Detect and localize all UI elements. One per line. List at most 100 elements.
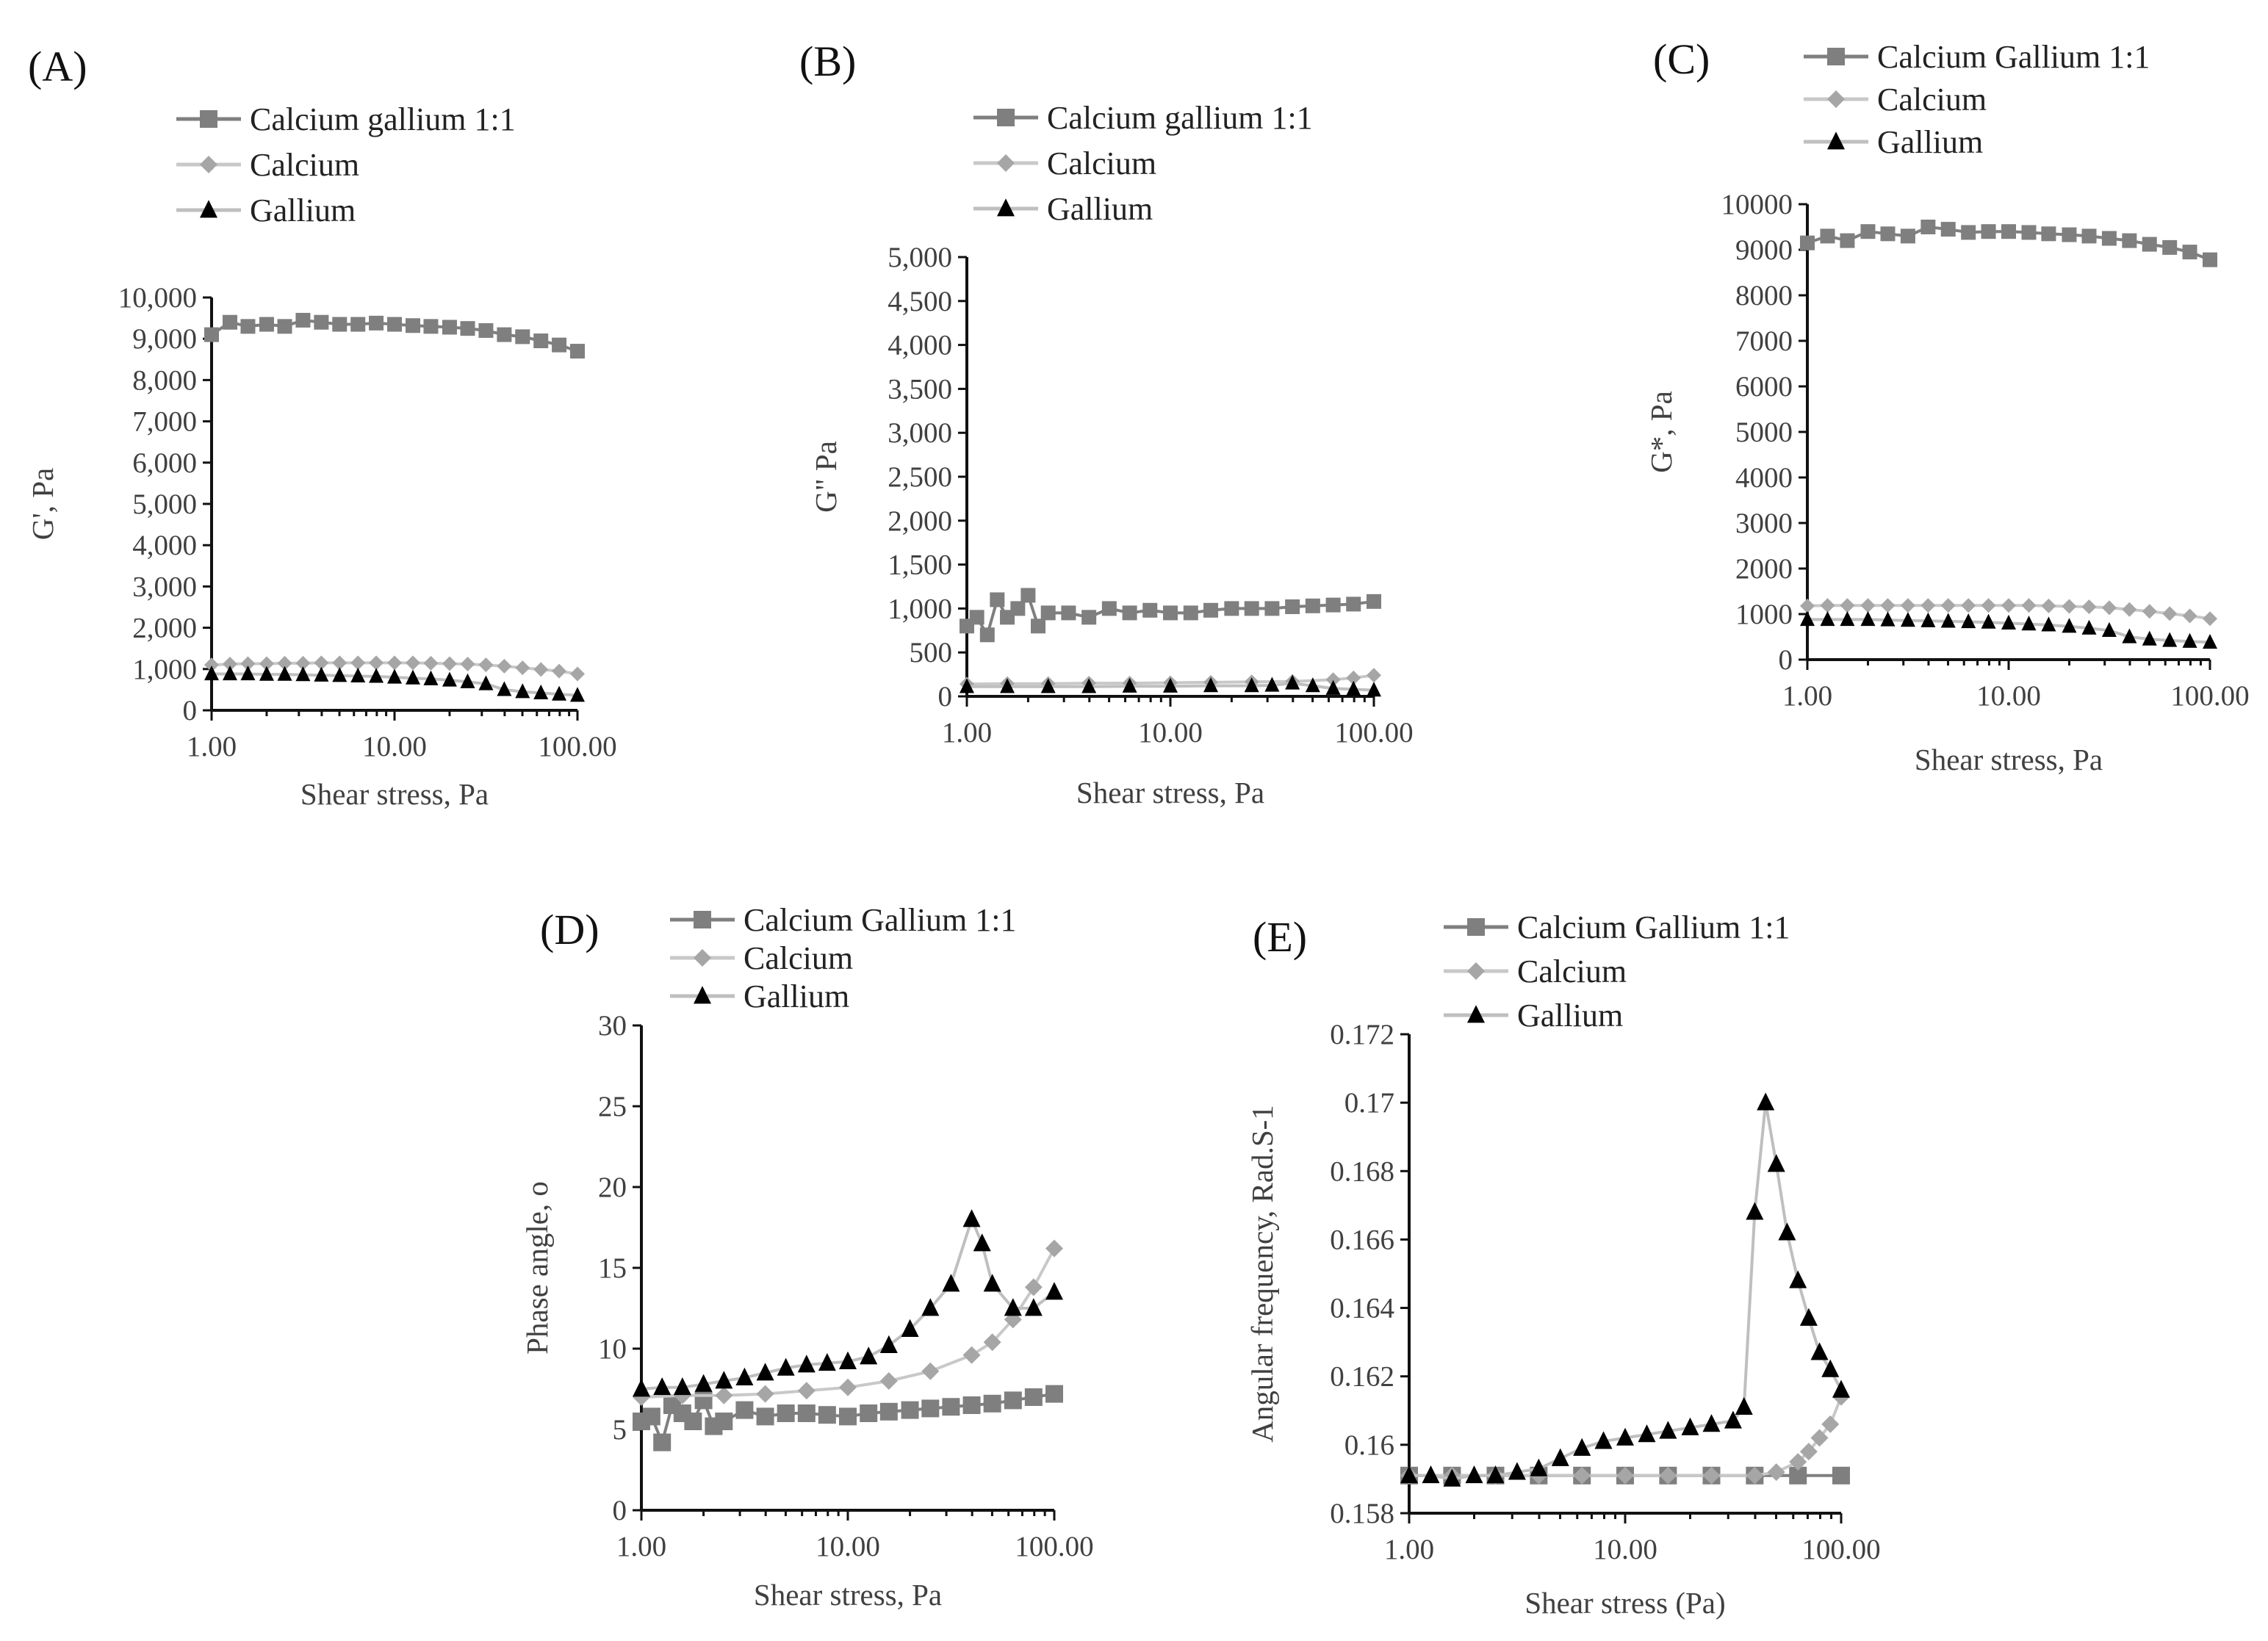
data-point <box>240 666 256 681</box>
legend: Calcium Gallium 1:1 Calcium Gallium <box>1444 909 1790 1034</box>
legend-marker <box>997 198 1015 217</box>
data-point <box>1040 678 1056 693</box>
data-point <box>1940 598 1956 613</box>
y-tick-label: 0 <box>183 695 198 726</box>
legend-marker <box>200 200 217 218</box>
y-tick-label: 0.166 <box>1330 1224 1394 1255</box>
data-point <box>1900 228 1915 244</box>
data-point <box>962 1346 981 1364</box>
data-point <box>2041 616 2056 632</box>
data-point <box>1820 598 1835 613</box>
data-point <box>332 317 348 332</box>
y-tick-label: 7000 <box>1735 325 1793 357</box>
data-point <box>1367 594 1381 609</box>
data-point <box>2162 606 2178 621</box>
y-tick-label: 1,500 <box>888 549 952 581</box>
data-series <box>204 312 585 359</box>
y-tick-label: 3,500 <box>888 373 952 405</box>
legend-marker <box>1467 962 1485 980</box>
data-point <box>1163 677 1178 693</box>
x-tick-label: 100.00 <box>538 731 616 762</box>
data-point <box>1961 613 1976 629</box>
data-point <box>314 655 329 671</box>
data-point <box>1551 1448 1569 1466</box>
data-point <box>1045 1239 1063 1258</box>
data-point <box>942 1398 960 1416</box>
y-tick-label: 2,000 <box>888 505 952 537</box>
data-point <box>990 592 1005 607</box>
data-point <box>295 312 311 328</box>
data-series <box>1400 1388 1850 1485</box>
data-series <box>633 1209 1063 1397</box>
data-point <box>387 317 402 332</box>
data-point <box>1325 597 1341 613</box>
data-point <box>2062 618 2077 633</box>
data-point <box>1122 605 1137 621</box>
data-point <box>1183 605 1198 621</box>
data-point <box>1810 1342 1829 1360</box>
legend-marker <box>1467 918 1485 936</box>
data-series <box>1400 1092 1850 1487</box>
y-tick-label: 4,500 <box>888 286 952 317</box>
data-point <box>1659 1466 1677 1485</box>
data-point <box>1422 1465 1440 1484</box>
data-point <box>673 1377 691 1396</box>
data-point <box>222 666 237 681</box>
x-axis-title: Shear stress, Pa <box>1076 776 1264 809</box>
data-point <box>2001 224 2016 239</box>
data-point <box>350 655 366 671</box>
x-tick-label: 10.00 <box>816 1531 880 1562</box>
legend-marker <box>200 110 217 128</box>
data-point <box>1465 1465 1483 1484</box>
legend-marker <box>997 109 1015 126</box>
data-point <box>1940 222 1956 237</box>
data-point <box>2001 598 2016 613</box>
y-tick-label: 0.164 <box>1330 1293 1394 1324</box>
y-tick-label: 0.16 <box>1344 1429 1394 1461</box>
data-point <box>2182 632 2197 648</box>
data-series <box>960 674 1381 697</box>
data-point <box>497 327 512 342</box>
data-point <box>570 687 585 702</box>
data-point <box>259 666 274 681</box>
data-point <box>515 329 530 345</box>
data-point <box>2122 602 2137 617</box>
data-point <box>1767 1154 1785 1172</box>
data-point <box>460 673 475 688</box>
legend-entry: Calcium Gallium 1:1 <box>1517 909 1790 945</box>
y-tick-label: 1,000 <box>132 654 197 685</box>
data-point <box>2203 611 2217 627</box>
data-point <box>1040 605 1056 621</box>
y-tick-label: 4,000 <box>132 530 197 561</box>
panel-label: (C) <box>1653 35 1710 83</box>
data-point <box>973 1233 991 1252</box>
data-series <box>1800 220 2217 267</box>
x-axis-title: Shear stress (Pa) <box>1524 1586 1725 1620</box>
data-point <box>1900 598 1915 613</box>
data-point <box>314 666 329 682</box>
data-point <box>1920 220 1936 234</box>
data-point <box>1024 1278 1043 1296</box>
legend-entry: Gallium <box>250 192 356 228</box>
data-point <box>1778 1222 1796 1241</box>
data-point <box>797 1382 816 1400</box>
data-point <box>979 627 995 643</box>
data-point <box>1757 1092 1775 1111</box>
data-point <box>442 671 457 687</box>
data-point <box>240 319 256 334</box>
data-point <box>818 1406 836 1424</box>
data-point <box>1820 228 1835 244</box>
data-point <box>1305 677 1320 693</box>
data-point <box>1010 601 1026 616</box>
data-point <box>1961 225 1976 240</box>
x-tick-label: 100.00 <box>1801 1534 1880 1565</box>
data-point <box>2062 599 2077 614</box>
data-point <box>533 333 549 349</box>
x-tick-label: 1.00 <box>1782 680 1832 712</box>
data-point <box>1203 602 1219 618</box>
data-point <box>1122 677 1137 693</box>
data-point <box>2182 245 2197 260</box>
data-point <box>1031 618 1046 634</box>
x-axis-title: Shear stress, Pa <box>754 1578 942 1612</box>
data-point <box>2021 225 2037 240</box>
